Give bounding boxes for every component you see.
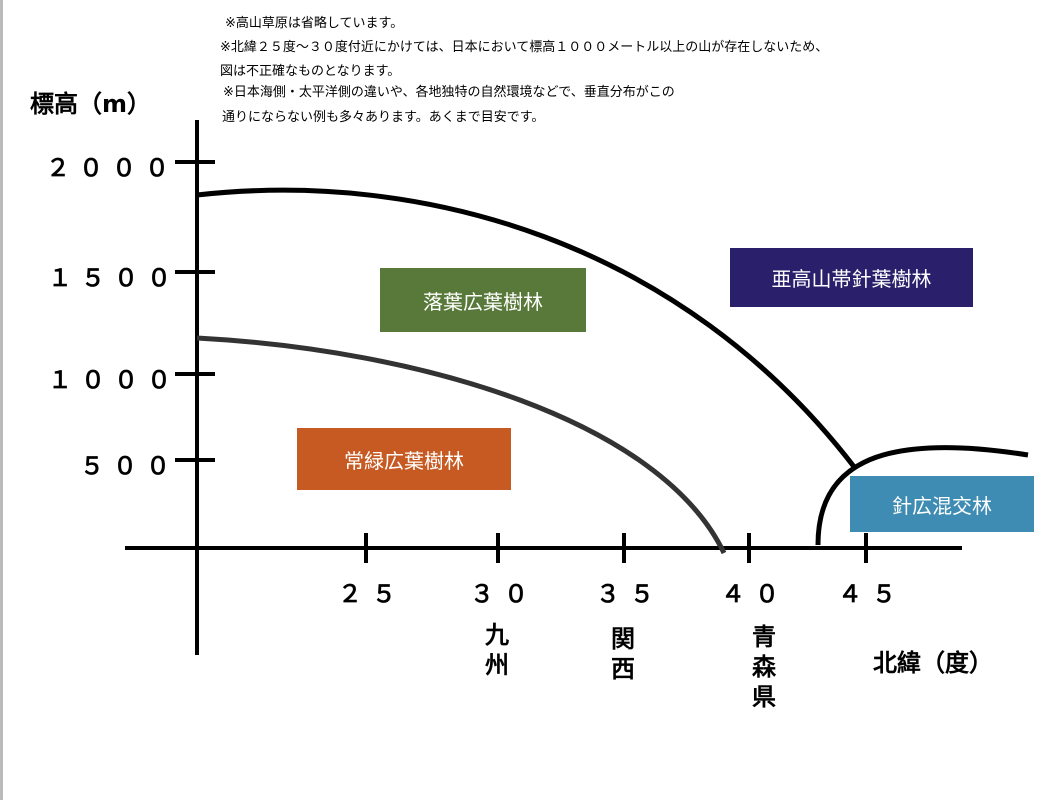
mixed-forest-boundary-curve (815, 445, 1029, 546)
y-axis-title: 標高（m） (30, 90, 152, 118)
y-tick-label-2000: ２０００ (46, 154, 178, 182)
x-tick-label-45: ４５ (838, 580, 906, 608)
x-tick-label-30: ３０ (470, 580, 538, 608)
x-tick-label-40: ４０ (721, 580, 789, 608)
place-kyushu: 九州 (485, 621, 509, 679)
y-tick-label-1000: １０００ (48, 366, 180, 394)
zone-deciduous-broadleaf: 落葉広葉樹林 (380, 268, 586, 332)
left-border (0, 0, 3, 800)
x-tick-label-35: ３５ (596, 580, 664, 608)
note-3: ※日本海側・太平洋側の違いや、各地独特の自然環境などで、垂直分布がこの (223, 85, 675, 100)
note-2-cont: 図は不正確なものとなります。 (220, 64, 401, 79)
subalpine-boundary-curve (196, 187, 857, 470)
evergreen-boundary-curve (196, 335, 727, 555)
y-tick-label-1500: １５００ (48, 264, 180, 292)
zone-mixed-forest: 針広混交林 (850, 476, 1034, 532)
zone-subalpine-conifer: 亜高山帯針葉樹林 (730, 248, 973, 307)
note-2: ※北緯２５度～３０度付近にかけては、日本において標高１０００メートル以上の山が存… (220, 40, 829, 55)
y-tick-label-500: ５００ (80, 452, 179, 480)
x-axis-title: 北緯（度） (873, 649, 993, 677)
place-kansai: 関西 (611, 625, 635, 683)
note-3-cont: 通りにならない例も多々あります。あくまで目安です。 (222, 110, 545, 125)
note-1: ※高山草原は省略しています。 (225, 16, 404, 31)
zone-evergreen-broadleaf: 常緑広葉樹林 (297, 428, 511, 490)
place-aomori: 青森県 (752, 623, 776, 711)
x-tick-label-25: ２５ (338, 580, 406, 608)
